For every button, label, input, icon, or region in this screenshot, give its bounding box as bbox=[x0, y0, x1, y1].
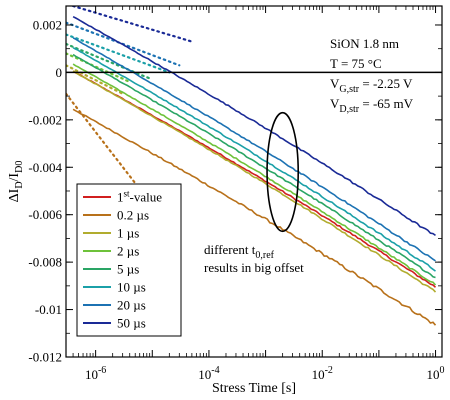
legend-label-7: 50 µs bbox=[117, 316, 146, 331]
legend: 1st-value 0.2 µs 1 µs 2 µs 5 µs 10 µs 20 µs 50 … bbox=[76, 183, 182, 337]
series-4-extrapolation bbox=[66, 42, 154, 81]
y-tick-label-4: -0.006 bbox=[28, 207, 62, 222]
y-tick-label-6: -0.01 bbox=[35, 302, 62, 317]
series-2 bbox=[66, 64, 437, 293]
legend-label-3: 2 µs bbox=[117, 244, 139, 259]
info-line-1: T = 75 °C bbox=[330, 56, 382, 71]
legend-label-4: 5 µs bbox=[117, 262, 139, 277]
y-tick-label-0: 0.002 bbox=[33, 17, 62, 32]
y-tick-label-7: -0.012 bbox=[28, 350, 62, 365]
series-1-line bbox=[72, 108, 437, 326]
series-4-line bbox=[72, 53, 436, 279]
highlight-ellipse bbox=[266, 111, 300, 233]
legend-label-0: 1st-value bbox=[117, 189, 162, 205]
series-4 bbox=[66, 42, 436, 279]
series-2-line bbox=[72, 70, 437, 293]
axes-layer: 0.002 0 -0.002 -0.004 -0.006 -0.008 -0.01 -0.01… bbox=[7, 5, 445, 396]
series-7 bbox=[71, 6, 436, 237]
x-tick-label-0: 10-6 bbox=[85, 365, 106, 382]
annotation-layer: SiON 1.8 nm T = 75 °C VG,str = -2.25 VVD,s… bbox=[204, 36, 414, 275]
note-line-1: different t0,ref bbox=[204, 242, 275, 261]
series-3 bbox=[66, 52, 437, 286]
series-5-line bbox=[72, 47, 436, 272]
legend-box bbox=[76, 183, 182, 337]
series-7-extrapolation bbox=[71, 6, 193, 43]
info-line-3: VD,str = -65 mV bbox=[330, 96, 414, 115]
series-layer bbox=[66, 6, 442, 326]
legend-label-1: 0.2 µs bbox=[117, 208, 149, 223]
info-line-0: SiON 1.8 nm bbox=[330, 36, 399, 51]
y-tick-label-1: 0 bbox=[56, 65, 63, 80]
legend-label-2: 1 µs bbox=[117, 226, 139, 241]
legend-label-5: 10 µs bbox=[117, 280, 146, 295]
series-7-line bbox=[72, 15, 436, 237]
legend-label-6: 20 µs bbox=[117, 298, 146, 313]
x-tick-label-1: 10-4 bbox=[198, 365, 219, 382]
y-axis-title: ΔID/ID0 bbox=[7, 161, 25, 203]
y-tick-label-2: -0.002 bbox=[28, 112, 62, 127]
x-tick-label-2: 10-2 bbox=[312, 365, 333, 382]
series-3-line bbox=[72, 63, 437, 286]
note-line-2: results in big offset bbox=[204, 260, 304, 275]
y-tick-label-3: -0.004 bbox=[28, 160, 62, 175]
y-tick-label-5: -0.008 bbox=[28, 255, 62, 270]
x-axis-title: Stress Time [s] bbox=[212, 381, 296, 396]
x-tick-label-3: 100 bbox=[427, 365, 445, 382]
series-3-extrapolation bbox=[66, 52, 131, 84]
plot-frame bbox=[65, 5, 443, 358]
info-line-2: VG,str = -2.25 V bbox=[330, 76, 413, 95]
series-5-extrapolation bbox=[66, 33, 171, 74]
series-5 bbox=[66, 33, 436, 272]
series-2-extrapolation bbox=[66, 64, 124, 95]
